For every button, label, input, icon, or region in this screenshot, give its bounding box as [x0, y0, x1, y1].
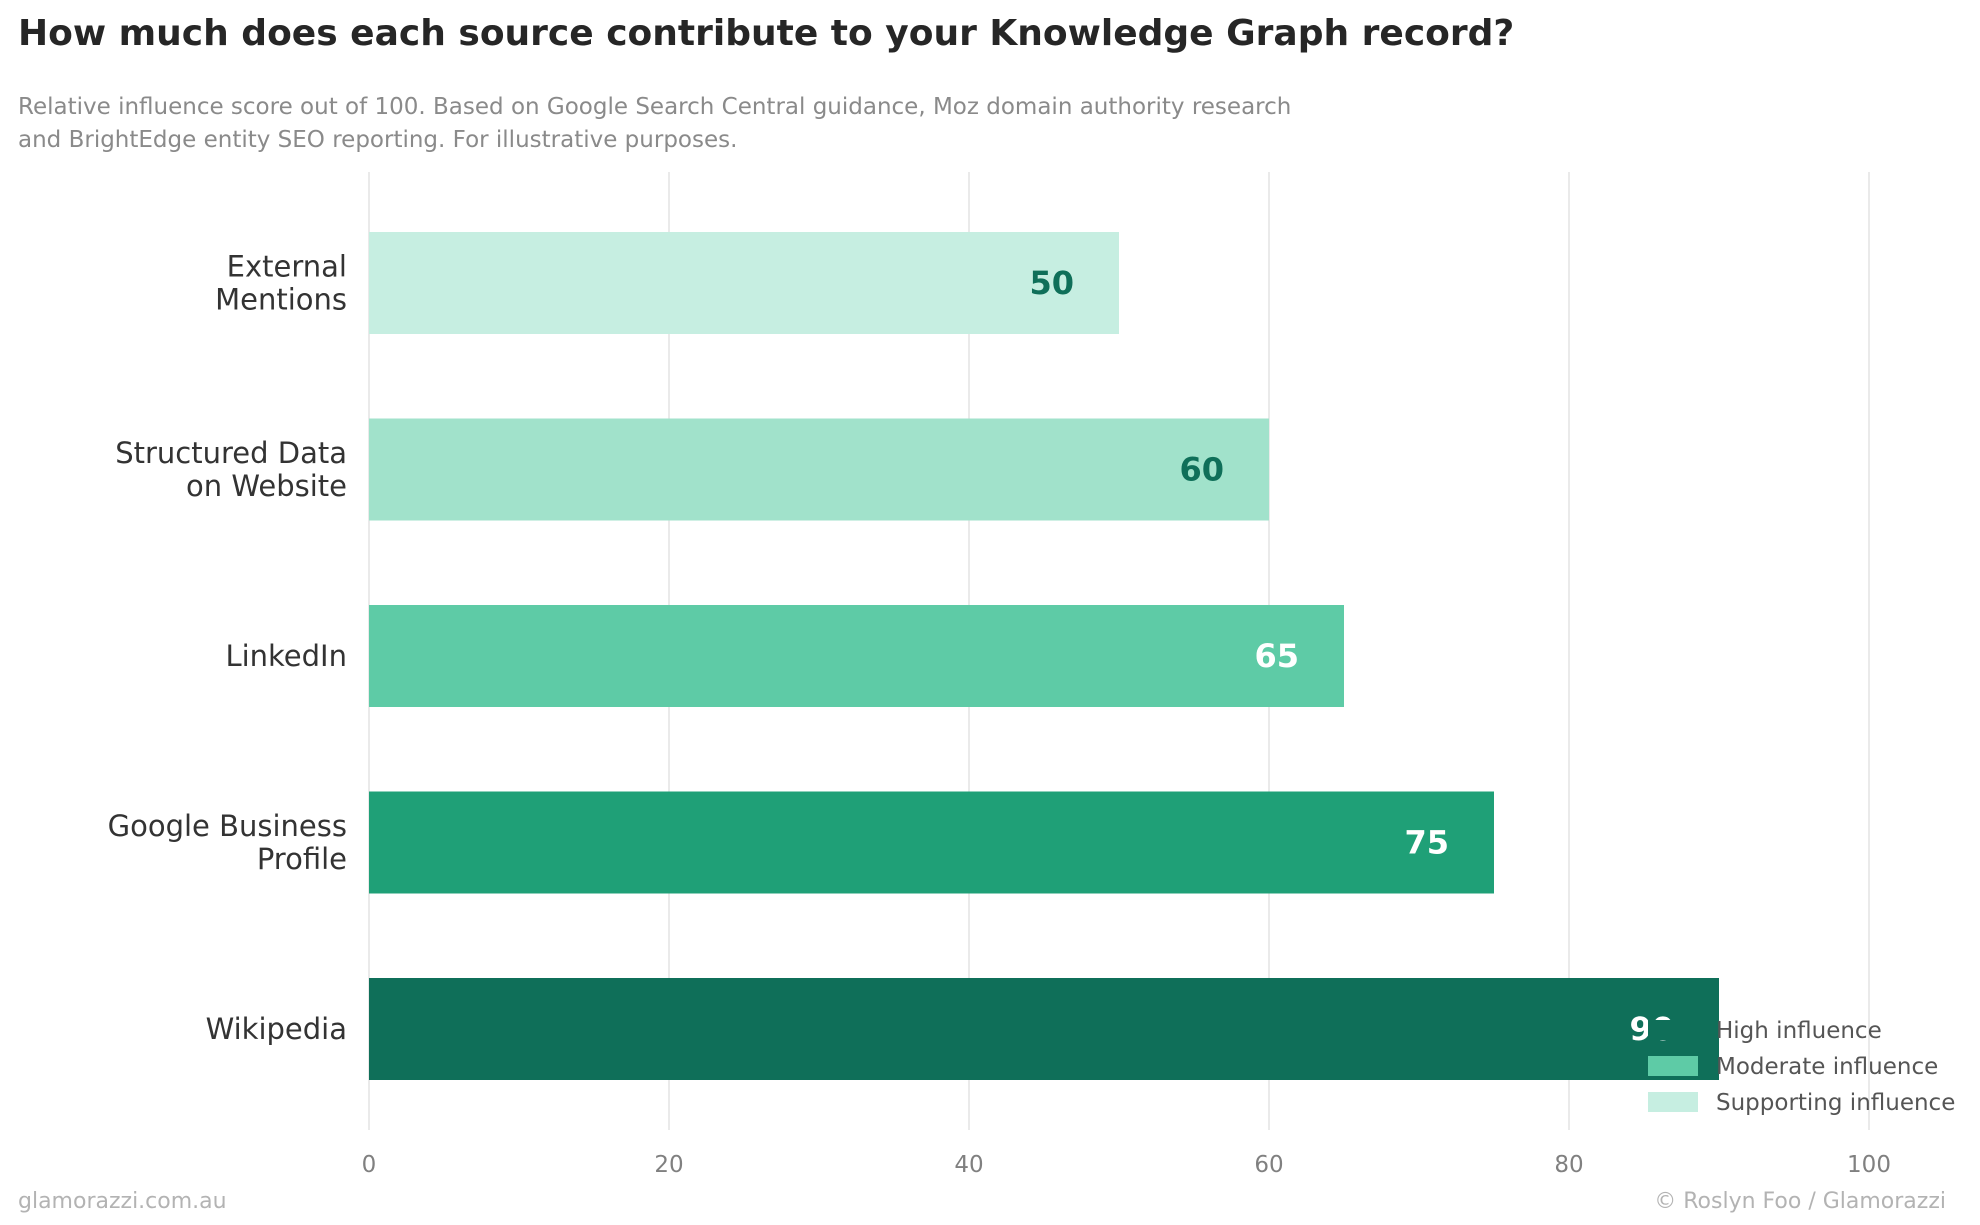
category-label: Google Business [108, 809, 347, 843]
x-tick-label: 80 [1554, 1152, 1583, 1178]
legend-label: High influence [1716, 1018, 1882, 1044]
bar-value-label: 60 [1179, 451, 1224, 489]
legend-swatch [1648, 1020, 1698, 1040]
chart-subtitle-line-1: Relative influence score out of 100. Bas… [18, 94, 1291, 120]
category-label: LinkedIn [225, 639, 347, 673]
category-label: External [227, 250, 347, 284]
legend-swatch [1648, 1092, 1698, 1112]
footer-source: glamorazzi.com.au [18, 1189, 227, 1214]
chart-title: How much does each source contribute to … [18, 13, 1514, 54]
x-tick-label: 60 [1254, 1152, 1283, 1178]
x-tick-label: 20 [654, 1152, 683, 1178]
bar [369, 418, 1269, 521]
category-label: on Website [186, 469, 347, 503]
bar-value-label: 65 [1254, 637, 1299, 675]
bar-value-label: 50 [1029, 264, 1074, 302]
category-label: Wikipedia [206, 1012, 347, 1046]
footer-credit: © Roslyn Foo / Glamorazzi [1654, 1189, 1946, 1214]
x-axis-ticks: 0 20 40 60 80 100 [362, 1152, 1891, 1178]
bar-value-label: 75 [1404, 824, 1449, 862]
bar [369, 605, 1344, 707]
legend-label: Moderate influence [1716, 1054, 1938, 1080]
category-label: Structured Data [115, 436, 347, 470]
data-labels: 5060657590 [1029, 264, 1674, 1048]
x-tick-label: 0 [362, 1152, 377, 1178]
category-label: Mentions [215, 283, 347, 317]
legend-label: Supporting influence [1716, 1090, 1955, 1116]
category-label: Profile [257, 842, 347, 876]
chart-subtitle-line-2: and BrightEdge entity SEO reporting. For… [18, 127, 737, 153]
bars [369, 232, 1719, 1080]
bar [369, 232, 1119, 334]
bar [369, 791, 1494, 894]
legend: High influence Moderate influence Supporti… [1648, 1018, 1955, 1116]
x-tick-label: 100 [1847, 1152, 1891, 1178]
bar [369, 978, 1719, 1080]
legend-swatch [1648, 1056, 1698, 1076]
x-tick-label: 40 [954, 1152, 983, 1178]
